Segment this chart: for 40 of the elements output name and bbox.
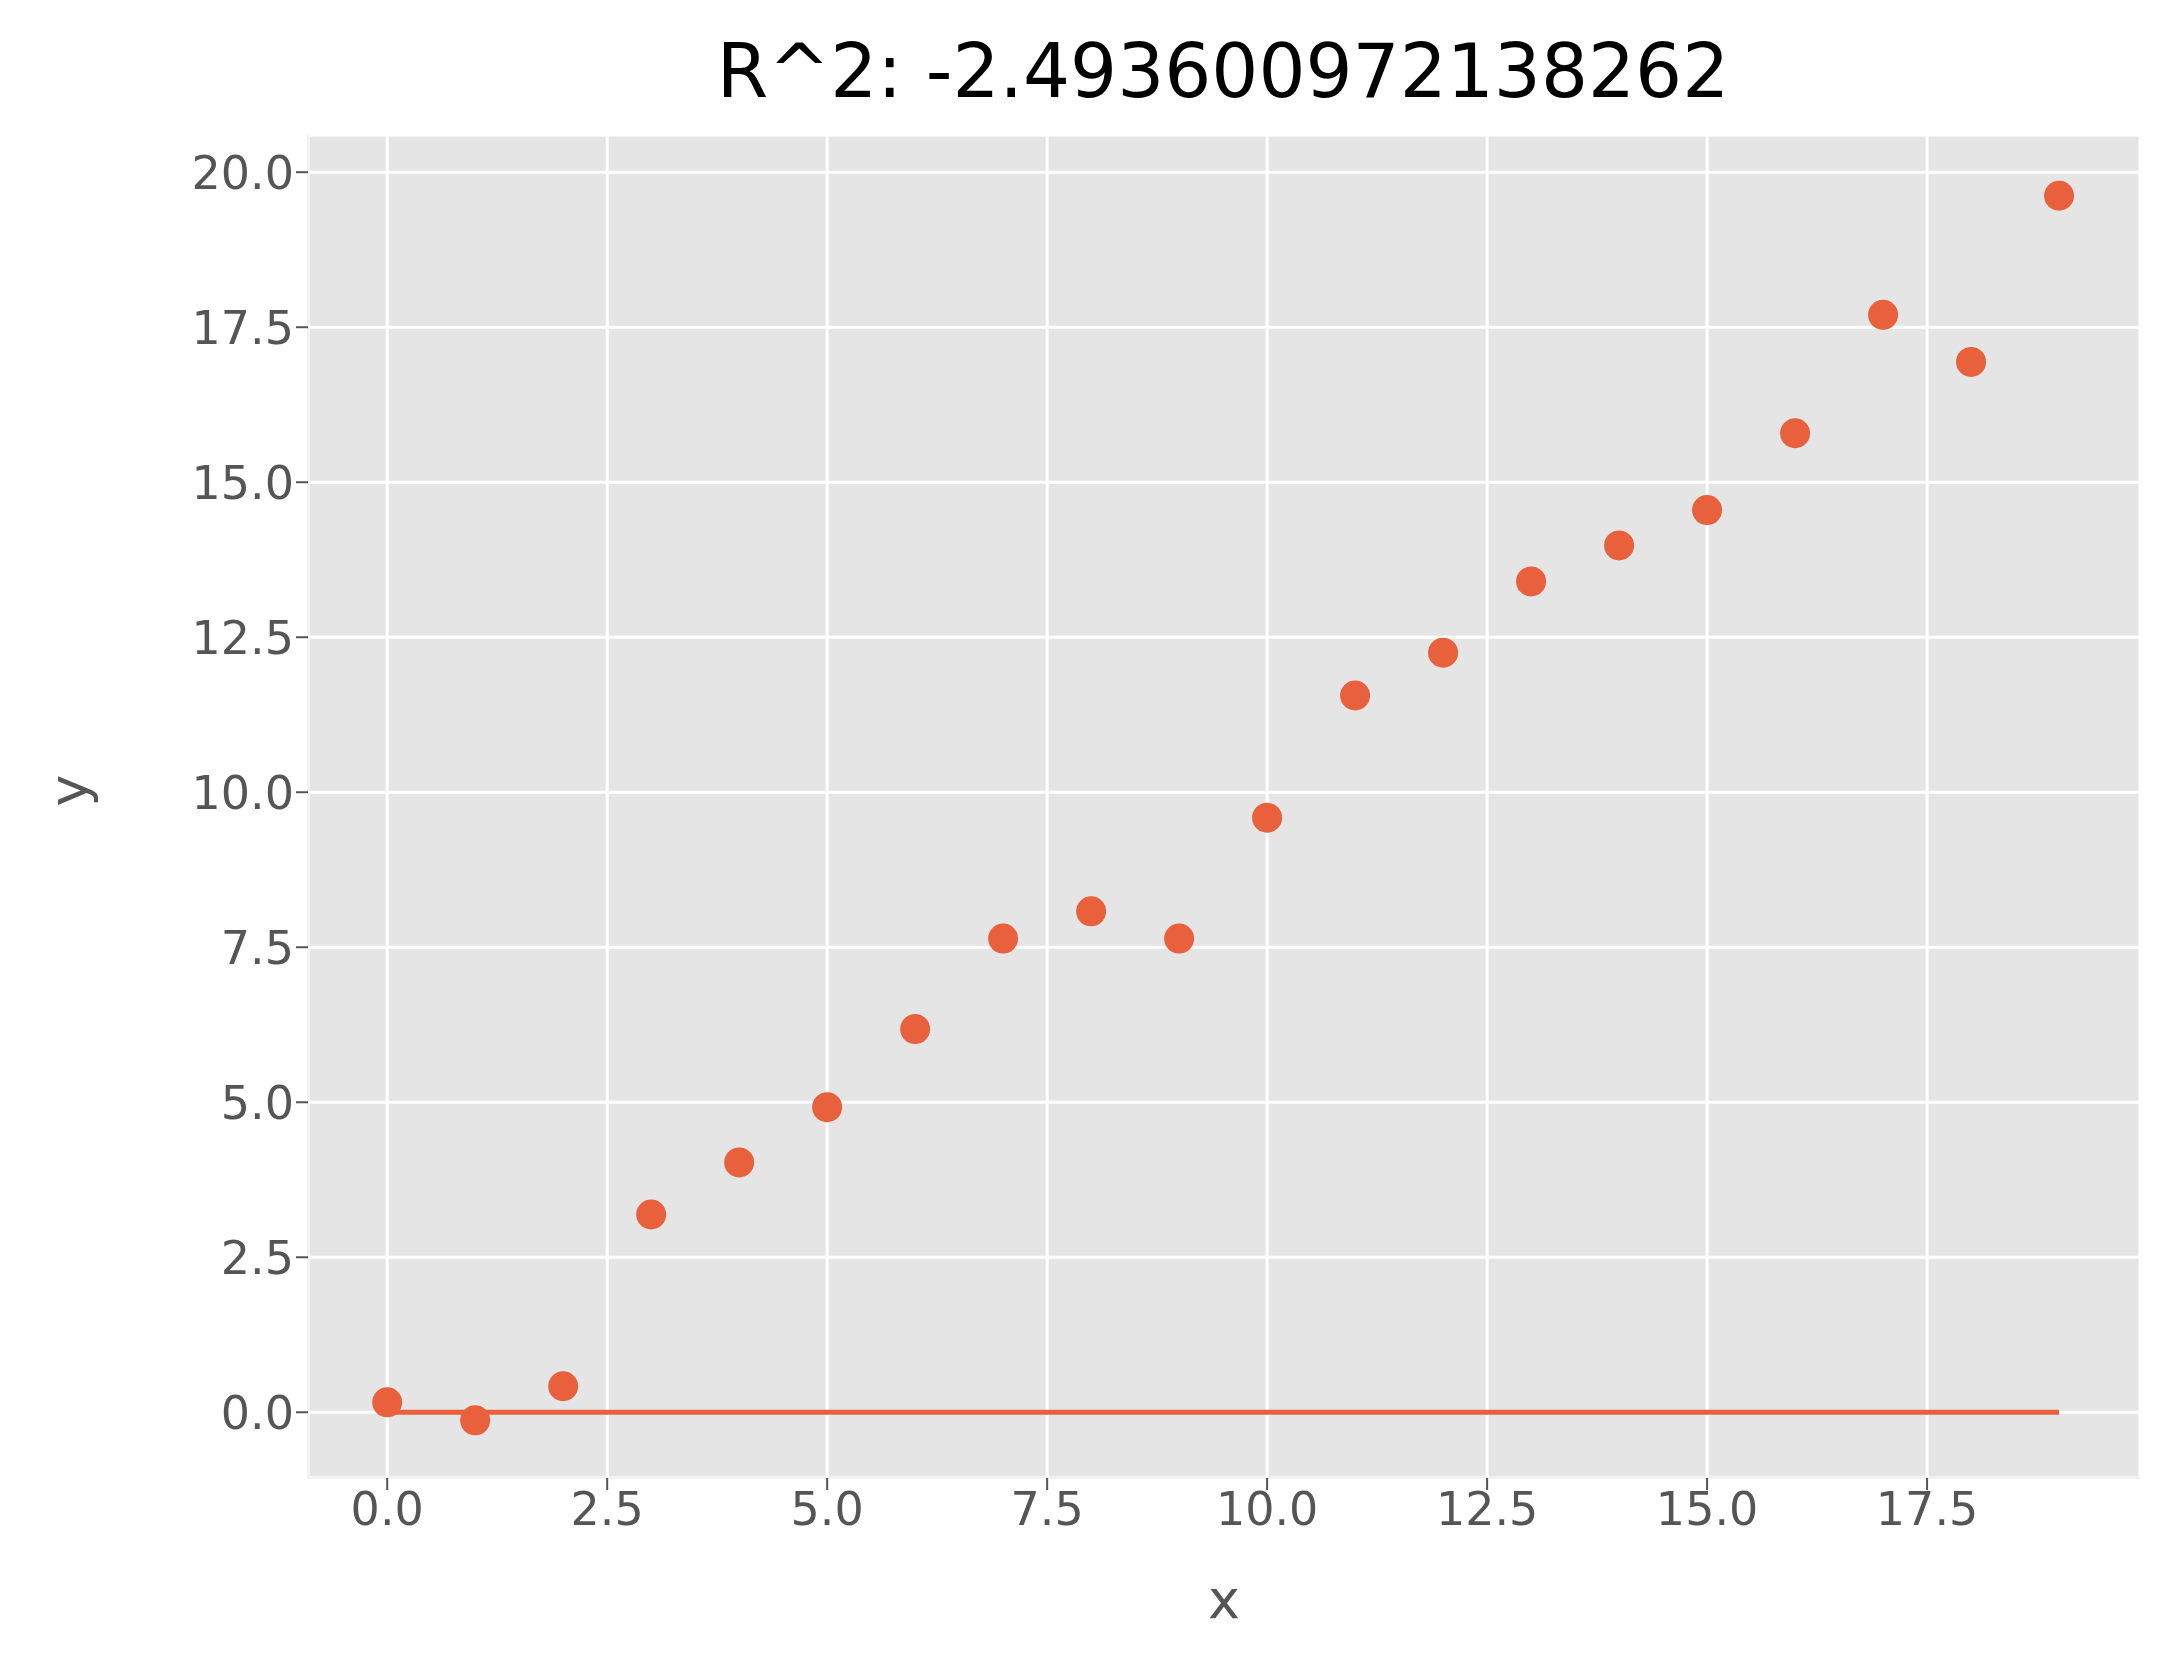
point: [1164, 923, 1195, 954]
y-tick-label: 17.5: [191, 300, 294, 355]
x-tick-label: 17.5: [1875, 1481, 1979, 1536]
x-tick-label: 10.0: [1215, 1481, 1319, 1536]
point: [724, 1147, 755, 1178]
point: [812, 1092, 843, 1123]
y-tick-label: 2.5: [220, 1230, 294, 1285]
point: [1516, 566, 1547, 597]
x-tick-label: 7.5: [1010, 1481, 1084, 1536]
point: [988, 923, 1019, 954]
x-tick-label: 5.0: [790, 1481, 864, 1536]
x-tick-label: 15.0: [1655, 1481, 1759, 1536]
point: [1780, 418, 1811, 449]
point: [460, 1405, 491, 1436]
point: [1076, 896, 1107, 927]
point: [1868, 299, 1899, 330]
point: [1340, 680, 1371, 711]
y-tick-label: 15.0: [191, 455, 294, 510]
point: [1604, 530, 1635, 561]
point: [900, 1014, 931, 1045]
y-tick-label: 20.0: [191, 145, 294, 200]
point: [1428, 637, 1459, 668]
y-axis-title: y: [37, 774, 101, 807]
y-tick-label: 7.5: [220, 920, 294, 975]
y-tick-label: 5.0: [220, 1075, 294, 1130]
chart-title: R^2: -2.493600972138262: [715, 28, 1731, 114]
point: [548, 1371, 579, 1402]
x-axis-title: x: [1208, 1568, 1240, 1631]
y-tick-label: 10.0: [191, 765, 294, 820]
x-tick-label: 0.0: [350, 1481, 424, 1536]
point: [1956, 346, 1987, 377]
point: [1692, 495, 1723, 526]
x-tick-label: 12.5: [1435, 1481, 1539, 1536]
y-tick-label: 12.5: [191, 610, 294, 665]
point: [372, 1387, 403, 1418]
point: [636, 1199, 667, 1230]
point: [2044, 180, 2075, 211]
y-tick-label: 0.0: [220, 1385, 294, 1440]
point: [1252, 802, 1283, 833]
x-tick-label: 2.5: [570, 1481, 644, 1536]
